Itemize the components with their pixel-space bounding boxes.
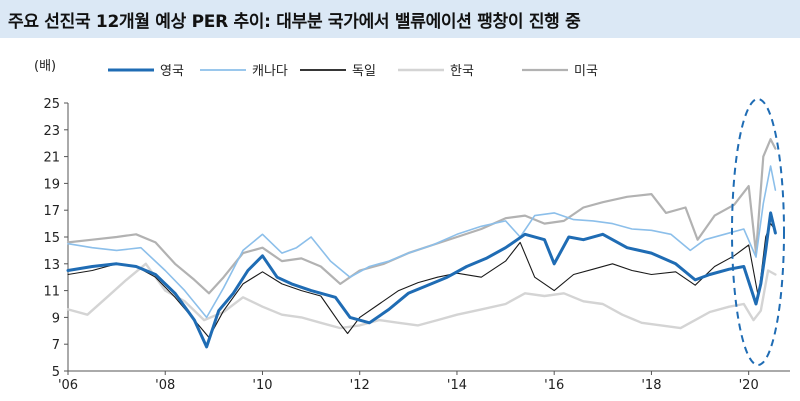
- axes: 5 7 9 11 13 15 17 19 21 23 25 '06 '08 '10 '12 '14 '16 '18…: [43, 97, 790, 393]
- series-line-0: [66, 262, 777, 330]
- x-tick-label: '14: [447, 378, 467, 393]
- y-tick-label: 23: [43, 124, 60, 139]
- x-tick-label: '10: [252, 378, 272, 393]
- legend-label: 캐나다: [252, 64, 288, 79]
- x-tick-label: '20: [739, 378, 759, 393]
- y-tick-label: 19: [43, 177, 60, 192]
- y-tick-label: 11: [43, 285, 60, 300]
- legend: 영국 캐나다 독일 한국 미국: [108, 64, 598, 79]
- x-tick-label: '12: [350, 378, 370, 393]
- y-tick-label: 9: [52, 311, 60, 326]
- series-line-1: [66, 138, 777, 295]
- legend-label: 미국: [574, 64, 598, 79]
- y-tick-label: 5: [52, 365, 60, 380]
- y-tick-label: 17: [43, 204, 60, 219]
- legend-label: 영국: [160, 64, 184, 79]
- y-tick-label: 25: [43, 97, 60, 112]
- x-tick-label: '18: [641, 378, 661, 393]
- y-axis-label: (배): [34, 59, 56, 74]
- y-tick-label: 13: [43, 258, 60, 273]
- series-line-4: [66, 211, 777, 349]
- highlight-ellipse: [731, 98, 785, 366]
- legend-label: 독일: [352, 64, 376, 79]
- y-tick-label: 7: [52, 338, 60, 353]
- series-lines: [66, 138, 777, 349]
- chart-title: 주요 선진국 12개월 예상 PER 추이: 대부분 국가에서 밸류에이션 팽창…: [8, 12, 581, 32]
- title-bar: 주요 선진국 12개월 예상 PER 추이: 대부분 국가에서 밸류에이션 팽창…: [0, 0, 800, 38]
- y-tick-label: 21: [43, 151, 60, 166]
- x-tick-label: '16: [544, 378, 564, 393]
- series-line-2: [67, 165, 777, 319]
- x-tick-label: '08: [155, 378, 175, 393]
- y-tick-label: 15: [43, 231, 60, 246]
- legend-label: 한국: [450, 64, 474, 79]
- x-tick-label: '06: [58, 378, 78, 393]
